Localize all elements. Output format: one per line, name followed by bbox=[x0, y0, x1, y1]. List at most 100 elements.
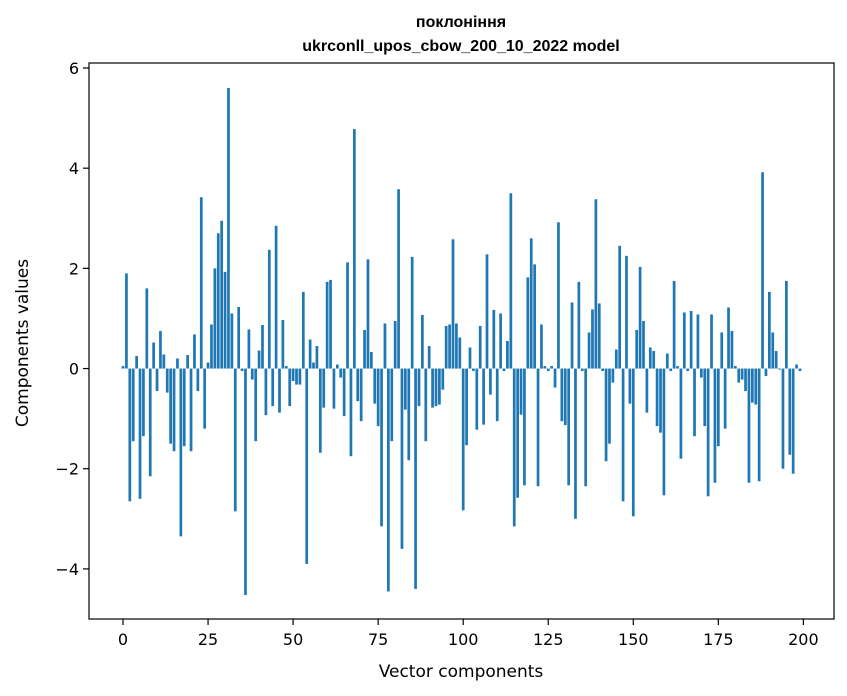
bar bbox=[325, 281, 329, 369]
bar bbox=[761, 172, 764, 369]
bar bbox=[587, 332, 591, 369]
bar bbox=[159, 330, 162, 369]
bar bbox=[380, 368, 383, 527]
bar bbox=[427, 346, 431, 369]
bar bbox=[601, 368, 605, 372]
bar bbox=[468, 347, 472, 369]
bar bbox=[339, 368, 343, 378]
bar bbox=[383, 323, 387, 369]
bar bbox=[284, 366, 288, 369]
bar bbox=[155, 368, 159, 392]
bar bbox=[407, 368, 411, 461]
bar bbox=[751, 368, 754, 403]
bar bbox=[502, 368, 506, 372]
bar bbox=[795, 364, 798, 369]
x-tick-label: 100 bbox=[448, 630, 479, 649]
bar bbox=[798, 368, 802, 372]
bar bbox=[529, 238, 533, 369]
bar bbox=[451, 239, 455, 369]
chart-title-line2: ukrconll_upos_cbow_200_10_2022 model bbox=[302, 38, 619, 55]
y-axis-label: Components values bbox=[13, 259, 33, 427]
bar bbox=[281, 319, 285, 369]
bar bbox=[128, 368, 132, 502]
bar bbox=[614, 349, 618, 369]
bar bbox=[356, 368, 360, 402]
x-tick-label: 175 bbox=[703, 630, 734, 649]
bar bbox=[699, 368, 703, 378]
bar bbox=[312, 362, 315, 369]
x-tick-label: 150 bbox=[618, 630, 649, 649]
bar bbox=[574, 368, 577, 519]
bar bbox=[621, 368, 625, 502]
bar bbox=[713, 368, 717, 483]
bar bbox=[193, 334, 196, 369]
bar bbox=[472, 368, 475, 372]
bar bbox=[169, 368, 172, 444]
bar bbox=[237, 306, 241, 369]
bar bbox=[342, 368, 346, 417]
bar bbox=[240, 368, 244, 372]
bar bbox=[444, 325, 448, 369]
bar bbox=[465, 368, 468, 446]
bar bbox=[165, 368, 169, 393]
y-tick-label: 0 bbox=[69, 360, 79, 379]
bar bbox=[727, 307, 730, 369]
bar bbox=[791, 368, 795, 474]
bar bbox=[267, 249, 271, 369]
bar bbox=[499, 313, 502, 369]
x-tick-label: 75 bbox=[368, 630, 388, 649]
bar bbox=[591, 309, 594, 369]
bar bbox=[216, 233, 220, 369]
bar bbox=[696, 314, 700, 369]
bar bbox=[397, 189, 400, 369]
bar bbox=[352, 129, 356, 369]
bar bbox=[608, 368, 611, 444]
bar bbox=[536, 368, 540, 487]
bar bbox=[254, 368, 258, 442]
bar bbox=[264, 368, 268, 416]
bar bbox=[182, 368, 186, 447]
bar bbox=[604, 368, 608, 462]
bar bbox=[676, 366, 679, 369]
bar bbox=[203, 368, 207, 429]
bar bbox=[506, 341, 509, 369]
bar bbox=[458, 337, 462, 369]
bar bbox=[618, 245, 622, 369]
bar bbox=[550, 366, 554, 369]
bar bbox=[172, 368, 176, 452]
bar bbox=[778, 368, 781, 370]
bar bbox=[308, 339, 312, 369]
bar bbox=[781, 368, 785, 469]
bar bbox=[526, 277, 530, 369]
x-tick-label: 25 bbox=[198, 630, 218, 649]
bar bbox=[125, 273, 128, 369]
bar bbox=[679, 368, 683, 459]
bar bbox=[628, 368, 632, 404]
bar bbox=[223, 271, 227, 369]
bar bbox=[438, 368, 441, 405]
bar bbox=[638, 266, 642, 369]
bar bbox=[135, 356, 138, 369]
y-tick-label: 4 bbox=[69, 159, 79, 178]
bar bbox=[478, 325, 482, 369]
bar bbox=[410, 256, 414, 369]
bar bbox=[768, 291, 771, 369]
bar bbox=[737, 368, 741, 383]
bar bbox=[482, 368, 485, 425]
bar bbox=[179, 368, 183, 537]
bar bbox=[373, 368, 377, 404]
bar bbox=[376, 368, 380, 427]
bar bbox=[533, 264, 536, 369]
bar bbox=[189, 368, 193, 452]
bar bbox=[570, 302, 574, 369]
bar bbox=[393, 320, 397, 369]
bar bbox=[131, 368, 135, 442]
bar bbox=[577, 281, 581, 369]
bar bbox=[788, 368, 792, 455]
x-axis-label: Vector components bbox=[379, 662, 544, 682]
bar bbox=[121, 366, 125, 369]
bar bbox=[580, 368, 584, 372]
bar bbox=[152, 342, 155, 369]
bar bbox=[689, 310, 693, 369]
bar bbox=[288, 368, 292, 407]
